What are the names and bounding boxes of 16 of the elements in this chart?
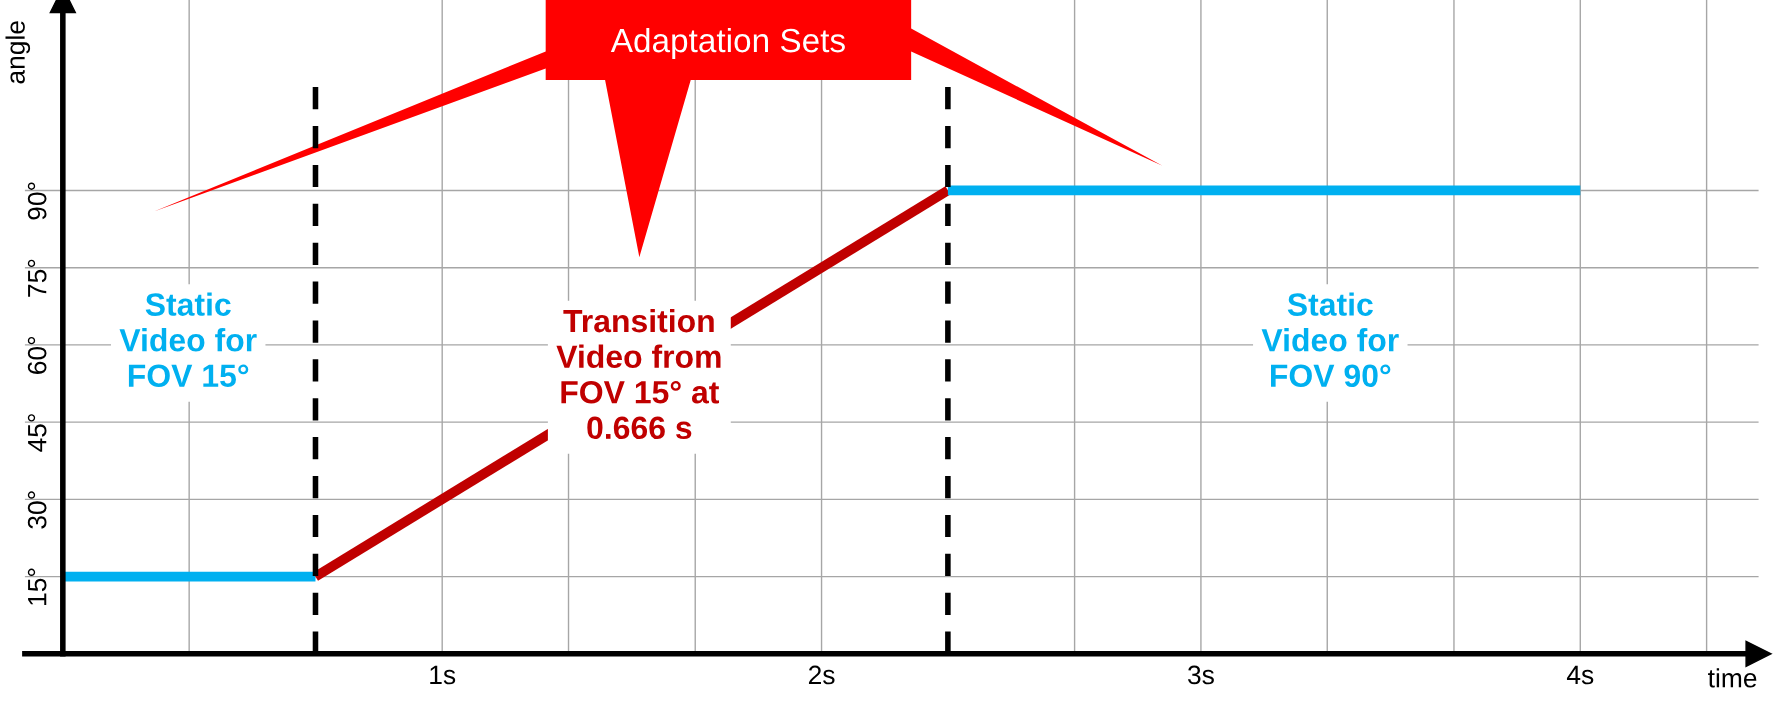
y-tick-label: 45° (27, 414, 47, 452)
y-tick-label: 15° (27, 568, 47, 605)
annotation: Static Video for FOV 15° (119, 292, 257, 388)
x-tick-label: 1s (430, 665, 456, 685)
annotation: Transition Video from FOV 15° at 0.666 s (556, 308, 721, 440)
y-tick-label: 30° (27, 491, 47, 529)
x-tick-label: 2s (808, 665, 835, 685)
y-tick-label: 60° (27, 336, 47, 374)
y-axis-title: angle (5, 21, 31, 84)
annotation: Adaptation Sets (610, 27, 845, 59)
x-tick-label: 3s (1187, 665, 1214, 685)
annotation: Static Video for FOV 90° (1261, 292, 1399, 388)
y-tick-label: 75° (27, 259, 47, 297)
x-tick-label: 4s (1566, 665, 1594, 685)
y-tick-label: 90° (27, 182, 47, 220)
x-axis-title: time (1708, 668, 1757, 688)
